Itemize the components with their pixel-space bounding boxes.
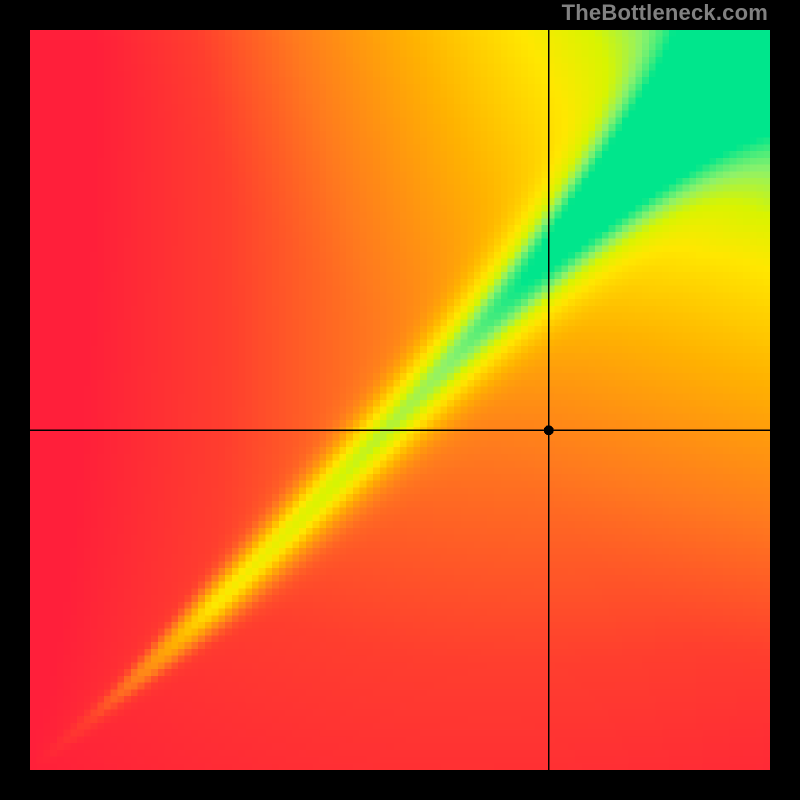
bottleneck-heatmap [30,30,770,770]
marker-point [544,425,554,435]
chart-container: TheBottleneck.com [0,0,800,800]
heatmap-cells [30,30,770,770]
watermark-text: TheBottleneck.com [562,0,768,26]
